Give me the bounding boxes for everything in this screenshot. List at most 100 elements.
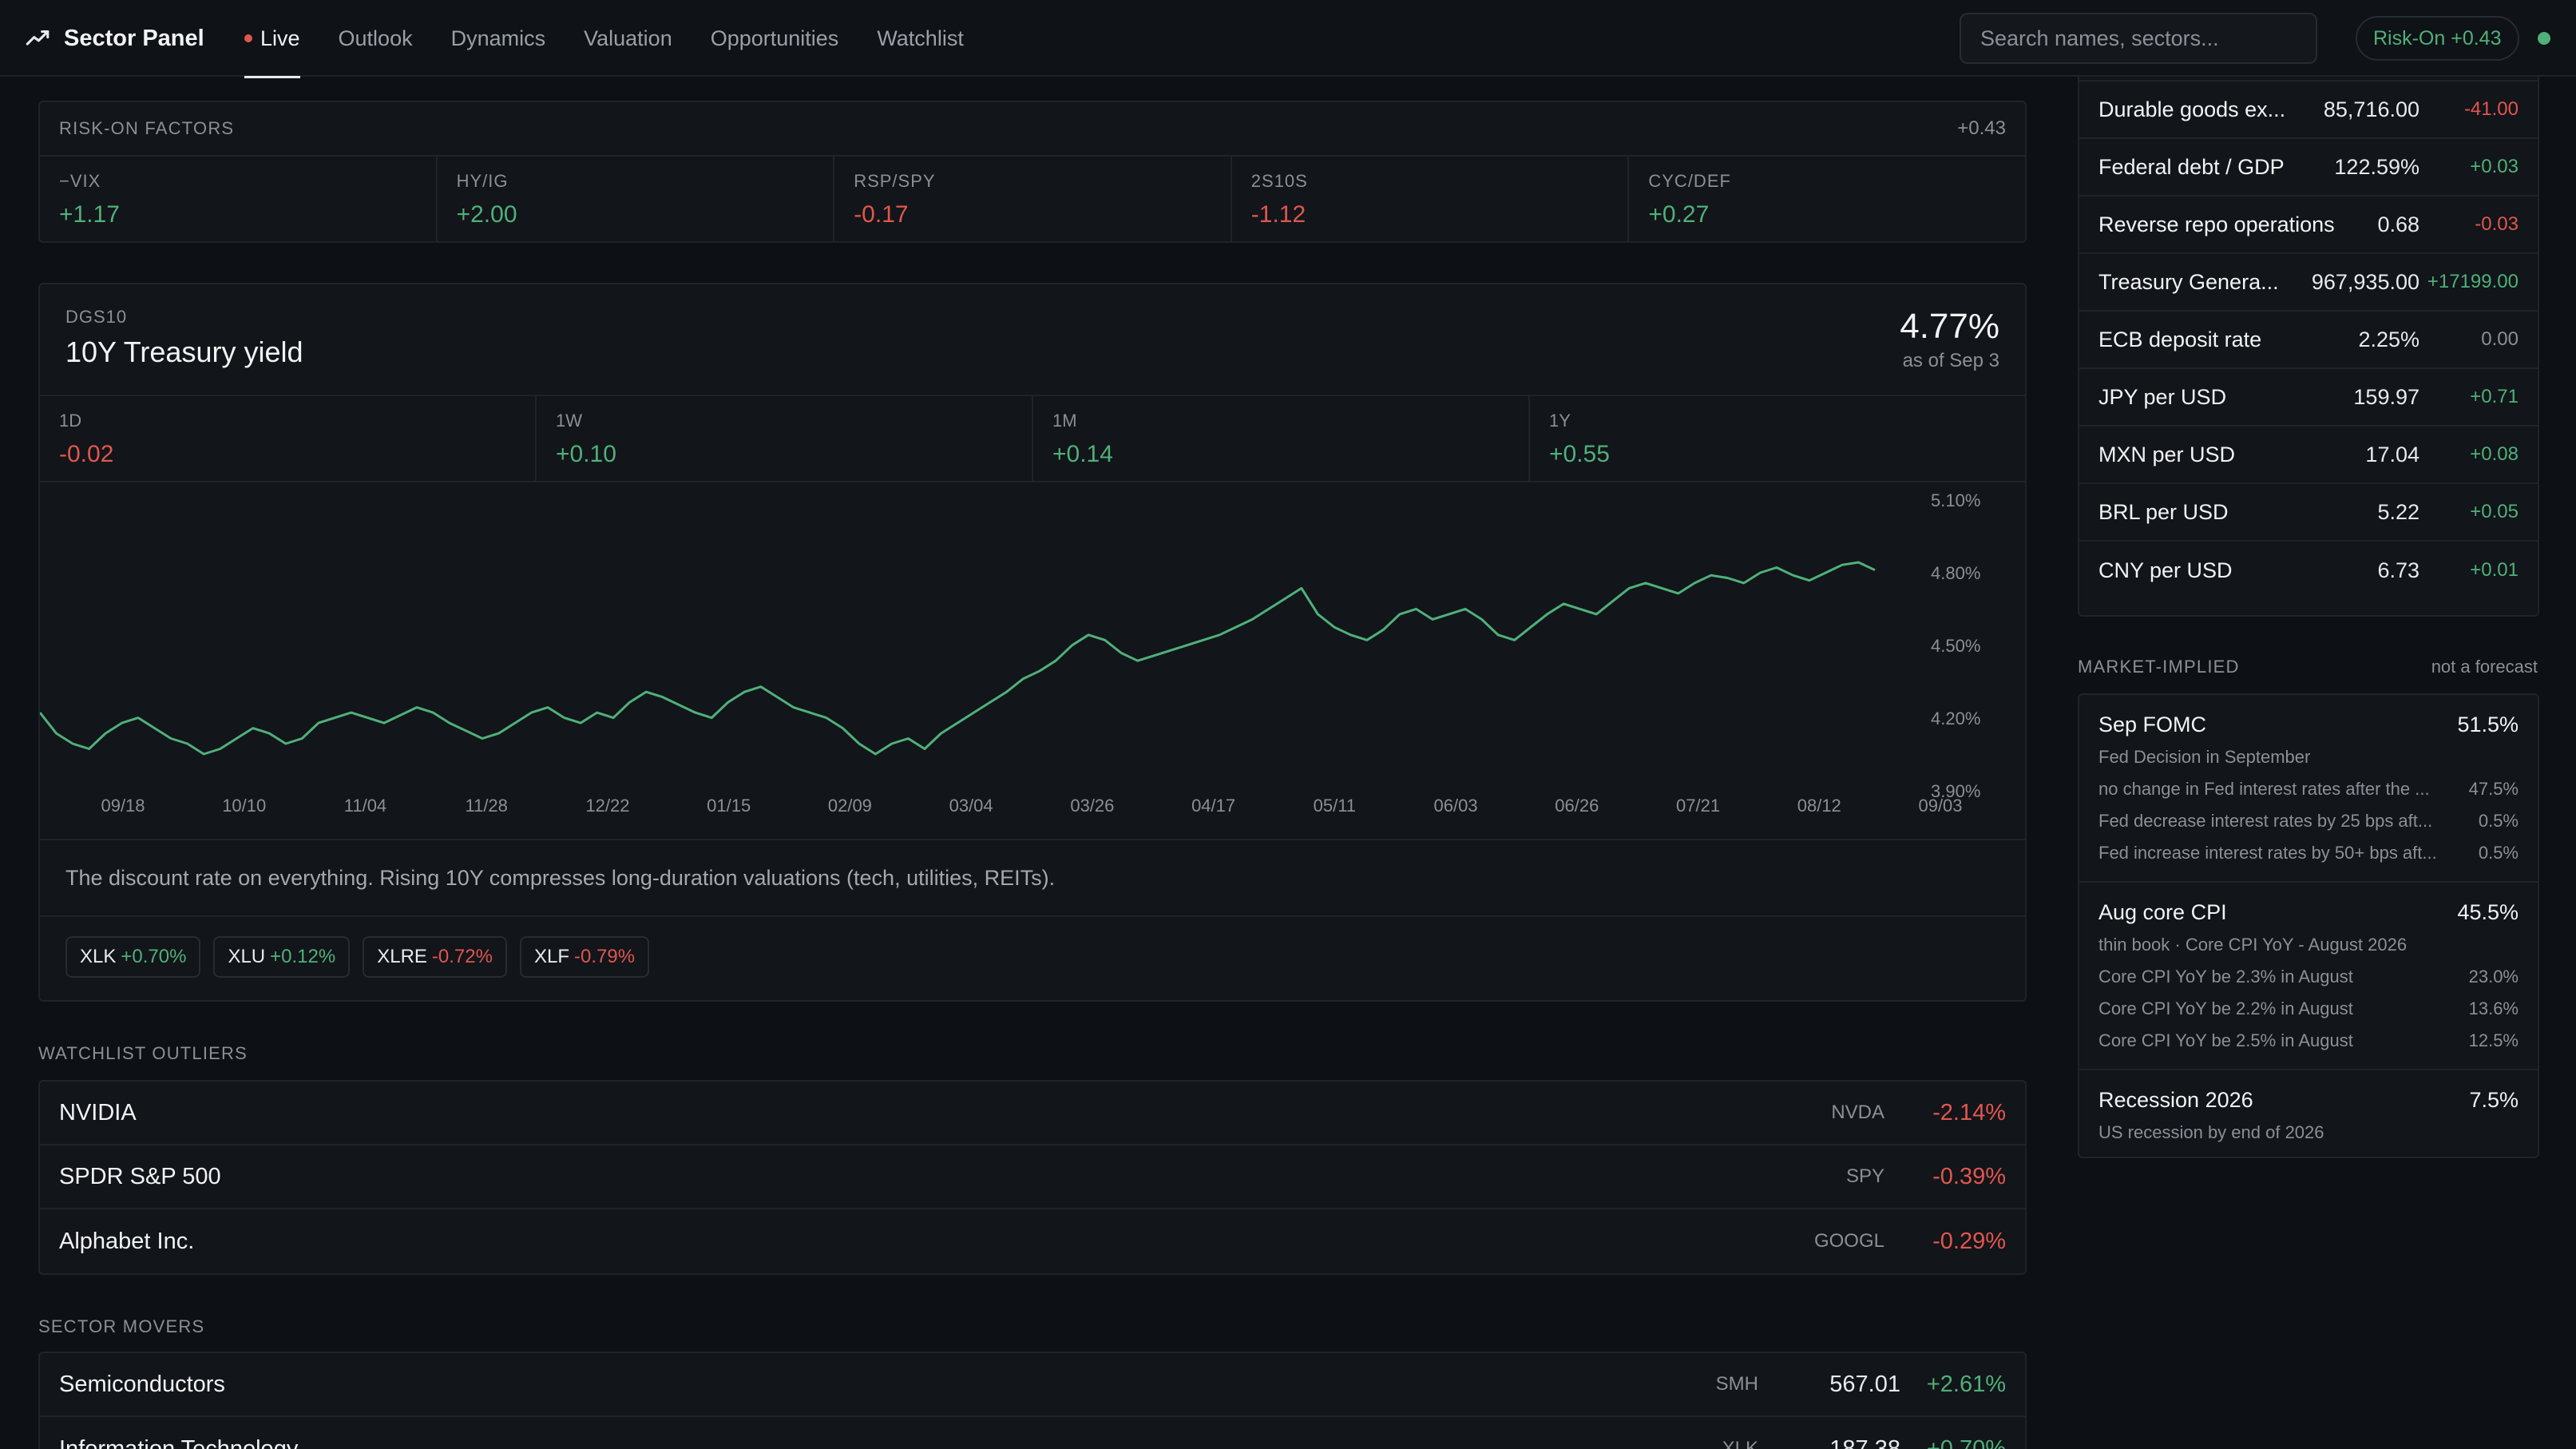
period-1y[interactable]: 1Y +0.55 <box>1530 396 2025 481</box>
live-indicator-icon <box>244 34 252 42</box>
period-name: 1M <box>1052 411 1077 431</box>
factor-value: +0.27 <box>1648 201 1710 228</box>
factor-item[interactable]: 2S10S -1.12 <box>1232 157 1630 241</box>
yield-chart-svg: 5.10% 4.80% 4.50% 4.20% 3.90% 09/18 10/10 11/04… <box>40 490 1980 816</box>
table-row[interactable]: SPDR S&P 500 SPY -0.39% <box>40 1145 2025 1209</box>
macro-indicators-panel: Durable goods ex... 85,716.00 -41.00 Fed… <box>2078 48 2539 617</box>
indicator-change: +17199.00 <box>2427 271 2519 292</box>
y-tick-label: 3.90% <box>1931 781 1980 801</box>
market-subtitle: US recession by end of 2026 <box>2098 1122 2324 1142</box>
indicator-value: 2.25% <box>2358 327 2419 351</box>
x-tick-label: 05/11 <box>1314 796 1356 816</box>
yield-series-line <box>40 561 1876 756</box>
x-tick-label: 01/15 <box>707 796 751 816</box>
risk-on-title: RISK-ON FACTORS <box>59 118 235 138</box>
factor-name: 2S10S <box>1250 171 1308 191</box>
search-input[interactable] <box>1960 13 2317 64</box>
list-item[interactable]: MXN per USD 17.04 +0.08 <box>2079 427 2538 484</box>
option-text: Core CPI YoY be 2.3% in August <box>2098 967 2353 987</box>
chip-change: -0.72% <box>431 946 493 967</box>
factor-item[interactable]: −VIX +1.17 <box>40 157 438 241</box>
option-probability: 47.5% <box>2468 779 2519 799</box>
market-block[interactable]: Recession 2026 7.5% US recession by end … <box>2079 1070 2538 1161</box>
risk-on-badge[interactable]: Risk-On +0.43 <box>2356 16 2519 61</box>
market-head: Sep FOMC 51.5% <box>2098 713 2519 737</box>
x-tick-label: 09/18 <box>101 796 145 816</box>
table-row[interactable]: Information Technology XLK 187.38 +0.70% <box>40 1417 2025 1449</box>
market-option: Fed increase interest rates by 50+ bps a… <box>2098 843 2519 863</box>
brand[interactable]: Sector Panel <box>24 0 204 77</box>
indicator-name: JPY per USD <box>2098 384 2227 409</box>
indicator-value: 85,716.00 <box>2323 97 2419 121</box>
list-item[interactable]: ECB deposit rate 2.25% 0.00 <box>2079 312 2538 369</box>
ticker: XLK <box>1722 1438 1758 1449</box>
table-row[interactable]: NVIDIA NVDA -2.14% <box>40 1082 2025 1145</box>
indicator-value: 967,935.00 <box>2311 269 2419 294</box>
etf-chip[interactable]: XLRE -0.72% <box>363 936 507 978</box>
list-item[interactable]: Federal debt / GDP 122.59% +0.03 <box>2079 139 2538 197</box>
market-option: no change in Fed interest rates after th… <box>2098 779 2519 800</box>
x-tick-label: 04/17 <box>1191 796 1235 816</box>
tab-dynamics[interactable]: Dynamics <box>450 26 546 50</box>
chip-ticker: XLK <box>80 946 117 967</box>
indicator-value: 5.22 <box>2377 499 2419 524</box>
market-block[interactable]: Aug core CPI 45.5% thin book · Core CPI … <box>2079 883 2538 1070</box>
percent-change: -0.29% <box>1932 1228 2006 1254</box>
market-option: Core CPI YoY be 2.2% in August 13.6% <box>2098 998 2519 1019</box>
period-name: 1Y <box>1549 411 1571 431</box>
market-block[interactable]: Sep FOMC 51.5% Fed Decision in September… <box>2079 695 2538 883</box>
x-tick-label: 11/28 <box>465 796 507 816</box>
period-1w[interactable]: 1W +0.10 <box>537 396 1033 481</box>
list-item[interactable]: BRL per USD 5.22 +0.05 <box>2079 484 2538 542</box>
factor-item[interactable]: CYC/DEF +0.27 <box>1629 157 2025 241</box>
yield-chart[interactable]: 5.10% 4.80% 4.50% 4.20% 3.90% 09/18 10/10 11/04… <box>40 482 2025 840</box>
market-head: Recession 2026 7.5% <box>2098 1088 2519 1113</box>
indicator-value: 17.04 <box>2365 442 2419 466</box>
x-tick-label: 10/10 <box>222 796 266 816</box>
table-row[interactable]: Semiconductors SMH 567.01 +2.61% <box>40 1353 2025 1417</box>
sector-name: Information Technology <box>59 1435 299 1449</box>
x-tick-label: 08/12 <box>1797 796 1841 816</box>
factor-item[interactable]: HY/IG +2.00 <box>438 157 835 241</box>
list-item[interactable]: JPY per USD 159.97 +0.71 <box>2079 369 2538 427</box>
indicator-change: -0.03 <box>2475 213 2519 235</box>
list-item[interactable]: Reverse repo operations 0.68 -0.03 <box>2079 197 2538 254</box>
period-value: +0.10 <box>556 441 616 467</box>
option-text: Fed decrease interest rates by 25 bps af… <box>2098 811 2433 831</box>
table-row[interactable]: Alphabet Inc. GOOGL -0.29% <box>40 1209 2025 1273</box>
indicator-name: Federal debt / GDP <box>2098 154 2285 179</box>
indicator-change: +0.05 <box>2470 501 2519 522</box>
period-1m[interactable]: 1M +0.14 <box>1033 396 1530 481</box>
factor-item[interactable]: RSP/SPY -0.17 <box>834 157 1232 241</box>
factor-value: -1.12 <box>1250 201 1306 228</box>
etf-chip[interactable]: XLU +0.12% <box>213 936 351 978</box>
related-etf-chips: XLK +0.70% XLU +0.12% XLRE -0.72% XLF -0.79% <box>40 917 2025 997</box>
period-changes: 1D -0.02 1W +0.10 1M +0.14 1Y +0.55 <box>40 396 2025 482</box>
market-option: Core CPI YoY be 2.3% in August 23.0% <box>2098 967 2519 987</box>
list-item[interactable]: Durable goods ex... 85,716.00 -41.00 <box>2079 81 2538 139</box>
company-name: NVIDIA <box>59 1099 137 1125</box>
indicator-name: Reverse repo operations <box>2098 212 2335 236</box>
period-1d[interactable]: 1D -0.02 <box>40 396 537 481</box>
etf-chip[interactable]: XLK +0.70% <box>65 936 201 978</box>
list-item[interactable]: Treasury Genera... 967,935.00 +17199.00 <box>2079 254 2538 312</box>
etf-chip[interactable]: XLF -0.79% <box>519 936 650 978</box>
indicator-value: 122.59% <box>2334 154 2419 179</box>
ticker: SMH <box>1715 1373 1758 1395</box>
list-item[interactable]: CNY per USD 6.73 +0.01 <box>2079 542 2538 599</box>
tab-watchlist[interactable]: Watchlist <box>877 26 964 50</box>
x-tick-label: 03/26 <box>1070 796 1114 816</box>
treasury-yield-panel: DGS10 10Y Treasury yield 4.77% as of Sep… <box>38 283 2027 1002</box>
tab-valuation[interactable]: Valuation <box>584 26 672 50</box>
period-value: +0.14 <box>1052 441 1113 467</box>
ticker: GOOGL <box>1813 1230 1884 1252</box>
y-tick-label: 4.80% <box>1931 563 1980 583</box>
x-tick-label: 07/21 <box>1676 796 1720 816</box>
tab-outlook[interactable]: Outlook <box>338 26 413 50</box>
tab-live[interactable]: Live <box>244 0 300 78</box>
scrolled-row-fragment <box>2079 50 2538 81</box>
option-text: Core CPI YoY be 2.5% in August <box>2098 1030 2353 1050</box>
x-tick-label: 09/03 <box>1918 796 1962 816</box>
y-tick-label: 4.50% <box>1931 636 1980 656</box>
tab-opportunities[interactable]: Opportunities <box>710 26 839 50</box>
